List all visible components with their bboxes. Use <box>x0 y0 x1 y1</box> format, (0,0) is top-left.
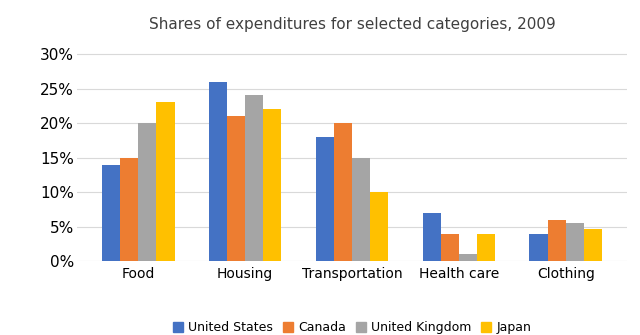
Bar <box>102 164 120 261</box>
Bar <box>477 234 495 261</box>
Legend: United States, Canada, United Kingdom, Japan: United States, Canada, United Kingdom, J… <box>168 316 536 335</box>
Bar <box>120 158 138 261</box>
Bar <box>263 109 282 261</box>
Bar <box>156 103 175 261</box>
Bar <box>334 123 352 261</box>
Bar <box>352 158 370 261</box>
Bar <box>584 229 602 261</box>
Bar <box>441 234 459 261</box>
Bar <box>422 213 441 261</box>
Bar <box>370 192 388 261</box>
Title: Shares of expenditures for selected categories, 2009: Shares of expenditures for selected cate… <box>148 17 556 32</box>
Bar <box>138 123 156 261</box>
Bar <box>566 223 584 261</box>
Bar <box>209 82 227 261</box>
Bar <box>245 95 263 261</box>
Bar <box>459 254 477 261</box>
Bar <box>227 116 245 261</box>
Bar <box>316 137 334 261</box>
Bar <box>529 234 548 261</box>
Bar <box>548 220 566 261</box>
